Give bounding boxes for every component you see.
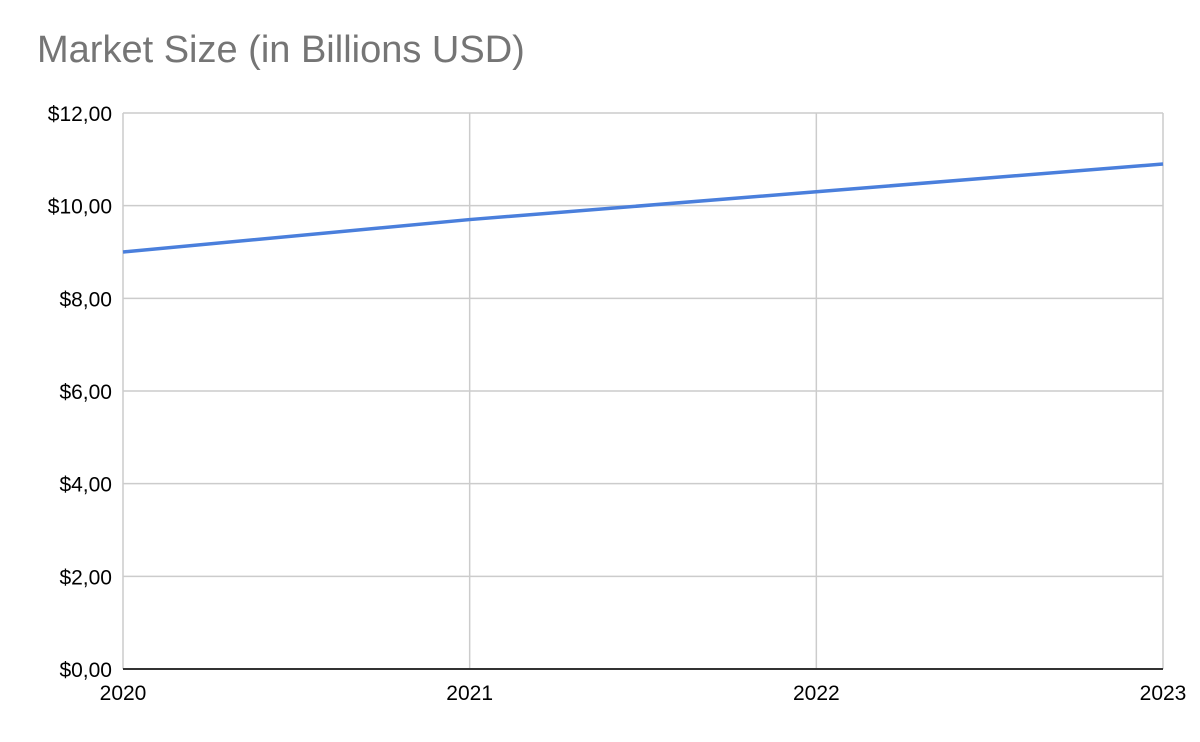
x-tick-label: 2022	[793, 682, 840, 705]
x-tick-label: 2021	[446, 682, 493, 705]
y-tick-label: $10,00	[48, 196, 112, 219]
y-tick-labels: $0,00 $2,00 $4,00 $6,00 $8,00 $10,00 $12,00	[48, 103, 112, 682]
grid-layer	[122, 112, 1164, 669]
y-tick-label: $8,00	[59, 288, 112, 311]
y-tick-label: $4,00	[59, 474, 112, 497]
x-tick-label: 2020	[100, 682, 147, 705]
y-tick-label: $6,00	[59, 381, 112, 404]
y-tick-label: $2,00	[59, 566, 112, 589]
chart-title: Market Size (in Billions USD)	[37, 29, 525, 71]
y-tick-label: $12,00	[48, 103, 112, 126]
x-tick-label: 2023	[1140, 682, 1187, 705]
series-line	[122, 162, 1164, 254]
y-tick-label: $0,00	[59, 659, 112, 682]
series-layer	[122, 162, 1164, 254]
x-tick-labels: 2020 2021 2022 2023	[100, 682, 1187, 705]
